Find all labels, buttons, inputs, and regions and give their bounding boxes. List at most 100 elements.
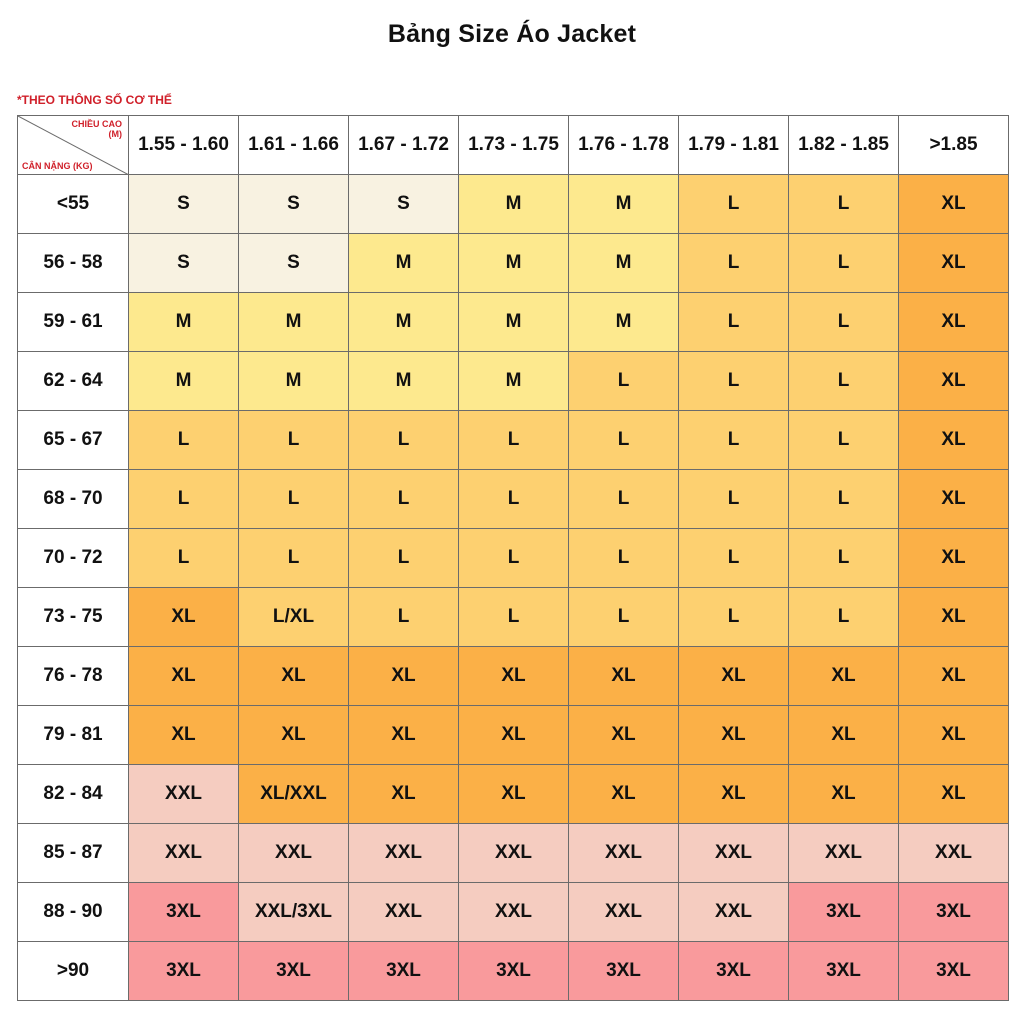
size-cell: 3XL — [348, 941, 459, 1001]
size-cell: M — [128, 351, 239, 411]
size-cell: S — [238, 233, 349, 293]
weight-label: 79 - 81 — [17, 705, 129, 765]
size-cell: L — [678, 174, 789, 234]
size-cell: L — [788, 469, 899, 529]
size-cell: L — [678, 233, 789, 293]
size-cell: 3XL — [568, 941, 679, 1001]
size-cell: XL — [238, 646, 349, 706]
weight-label: >90 — [17, 941, 129, 1001]
size-cell: L — [128, 469, 239, 529]
height-header: 1.55 - 1.60 — [128, 115, 239, 175]
measurement-note: *THEO THÔNG SỐ CƠ THỂ — [17, 93, 172, 107]
weight-label: 62 - 64 — [17, 351, 129, 411]
size-cell: M — [568, 174, 679, 234]
size-cell: XL — [238, 705, 349, 765]
size-cell: L — [788, 587, 899, 647]
size-cell: S — [128, 233, 239, 293]
size-cell: M — [458, 292, 569, 352]
size-cell: XL — [678, 705, 789, 765]
size-cell: L — [678, 587, 789, 647]
size-cell: L — [788, 351, 899, 411]
weight-label: 68 - 70 — [17, 469, 129, 529]
size-cell: XL — [898, 469, 1009, 529]
size-cell: XXL — [788, 823, 899, 883]
size-cell: M — [458, 233, 569, 293]
size-cell: M — [568, 292, 679, 352]
size-cell: L — [788, 174, 899, 234]
height-header: 1.79 - 1.81 — [678, 115, 789, 175]
size-cell: 3XL — [128, 882, 239, 942]
size-cell: S — [128, 174, 239, 234]
size-cell: XXL — [128, 823, 239, 883]
table-row: 62 - 64 M M M M L L L XL — [17, 351, 1009, 411]
weight-label: 88 - 90 — [17, 882, 129, 942]
size-cell: 3XL — [788, 941, 899, 1001]
weight-label: 82 - 84 — [17, 764, 129, 824]
size-cell: XL — [898, 292, 1009, 352]
weight-label: 85 - 87 — [17, 823, 129, 883]
size-cell: XL — [898, 587, 1009, 647]
size-cell: XL — [678, 764, 789, 824]
size-cell: XXL/3XL — [238, 882, 349, 942]
size-cell: XL — [348, 705, 459, 765]
size-cell: L — [348, 469, 459, 529]
table-row: <55 S S S M M L L XL — [17, 174, 1009, 234]
size-cell: 3XL — [458, 941, 569, 1001]
size-cell: XL — [898, 233, 1009, 293]
height-axis-label: CHIỀU CAO (M) — [71, 119, 122, 139]
height-header: 1.76 - 1.78 — [568, 115, 679, 175]
corner-diagonal-line — [18, 116, 128, 174]
size-cell: XXL — [458, 882, 569, 942]
size-cell: M — [348, 292, 459, 352]
size-cell: M — [238, 351, 349, 411]
size-cell: XL — [898, 410, 1009, 470]
size-cell: L — [788, 292, 899, 352]
size-cell: 3XL — [238, 941, 349, 1001]
weight-label: 73 - 75 — [17, 587, 129, 647]
size-cell: L — [678, 292, 789, 352]
size-cell: 3XL — [128, 941, 239, 1001]
size-cell: M — [128, 292, 239, 352]
size-cell: L — [568, 587, 679, 647]
size-cell: M — [458, 174, 569, 234]
size-cell: 3XL — [788, 882, 899, 942]
size-cell: XXL — [678, 823, 789, 883]
size-cell: M — [348, 351, 459, 411]
table-row: 68 - 70 L L L L L L L XL — [17, 469, 1009, 529]
size-cell: L — [678, 528, 789, 588]
weight-label: 56 - 58 — [17, 233, 129, 293]
size-cell: L — [568, 469, 679, 529]
size-cell: XXL — [678, 882, 789, 942]
height-header: 1.82 - 1.85 — [788, 115, 899, 175]
size-cell: L — [788, 233, 899, 293]
size-cell: L — [458, 469, 569, 529]
corner-cell: CHIỀU CAO (M) CÂN NẶNG (KG) — [17, 115, 129, 175]
size-cell: 3XL — [678, 941, 789, 1001]
height-header: 1.61 - 1.66 — [238, 115, 349, 175]
size-chart-table: CHIỀU CAO (M) CÂN NẶNG (KG) 1.55 - 1.60 1… — [17, 115, 1009, 1001]
weight-label: 76 - 78 — [17, 646, 129, 706]
size-cell: 3XL — [898, 882, 1009, 942]
size-cell: XXL — [568, 882, 679, 942]
size-cell: M — [238, 292, 349, 352]
size-cell: L — [568, 410, 679, 470]
size-cell: XL — [458, 646, 569, 706]
page-title: Bảng Size Áo Jacket — [387, 20, 637, 48]
size-cell: XL — [788, 764, 899, 824]
size-cell: S — [348, 174, 459, 234]
size-cell: XL — [898, 764, 1009, 824]
size-cell: XL — [568, 764, 679, 824]
size-cell: XXL — [348, 823, 459, 883]
size-cell: L — [238, 410, 349, 470]
size-cell: L — [128, 410, 239, 470]
size-cell: XL — [898, 528, 1009, 588]
size-cell: XXL — [348, 882, 459, 942]
weight-axis-label: CÂN NẶNG (KG) — [22, 161, 93, 171]
height-header: 1.73 - 1.75 — [458, 115, 569, 175]
size-cell: L — [678, 469, 789, 529]
size-cell: XL — [128, 587, 239, 647]
table-row: 56 - 58 S S M M M L L XL — [17, 233, 1009, 293]
size-cell: XL — [788, 646, 899, 706]
size-cell: XL — [788, 705, 899, 765]
size-cell: L — [568, 351, 679, 411]
